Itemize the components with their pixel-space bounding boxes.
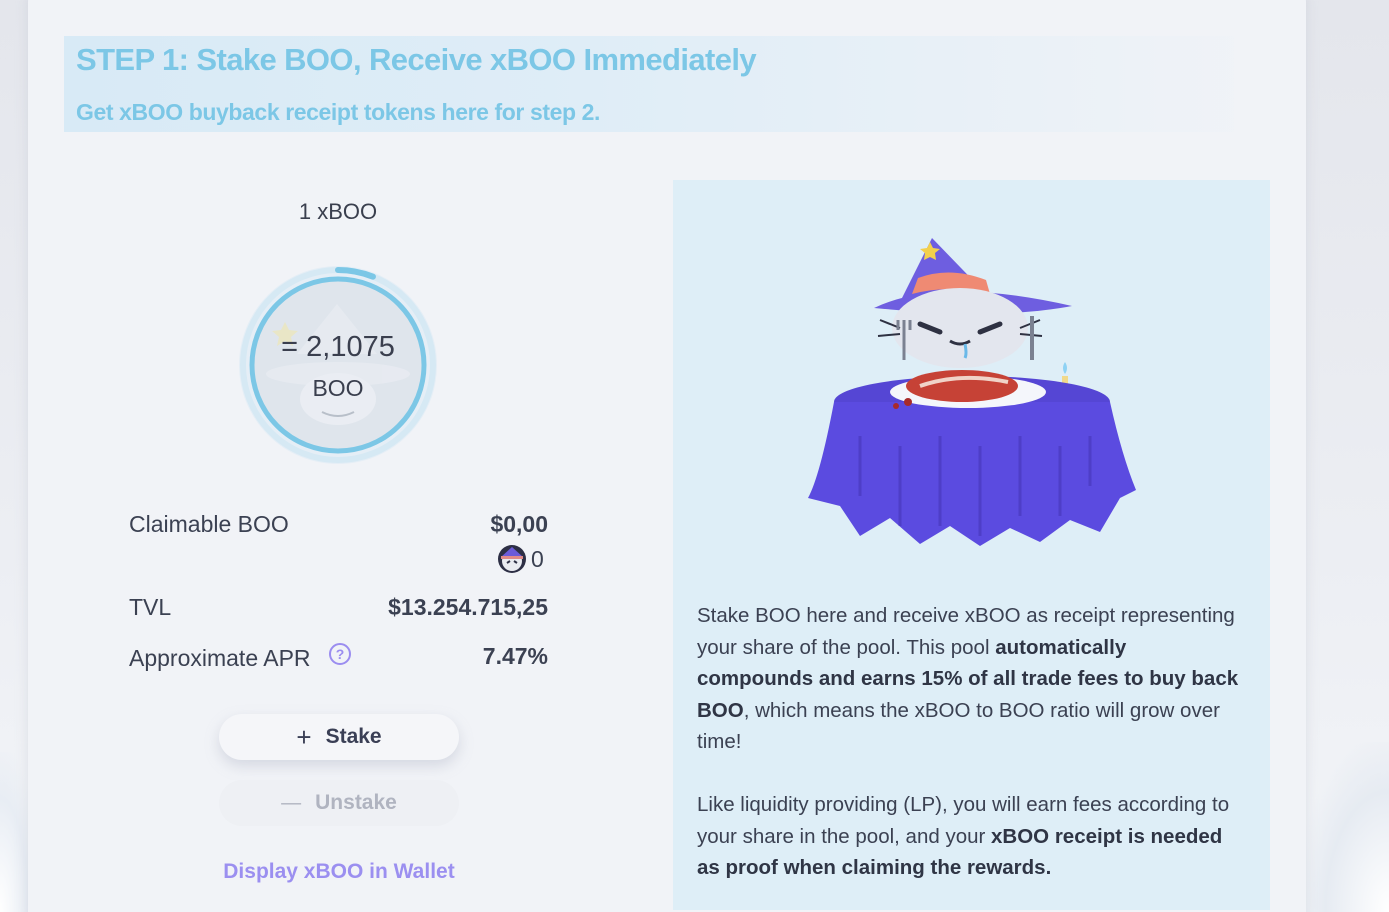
apr-label: Approximate APR: [129, 645, 311, 671]
stake-button-label: Stake: [325, 725, 382, 748]
unstake-button-label: Unstake: [315, 791, 397, 814]
unstake-button[interactable]: — Unstake: [219, 780, 459, 826]
claimable-usd: $0,00: [490, 511, 548, 537]
snow-decoration-right: [1299, 742, 1389, 912]
step-subtitle: Get xBOO buyback receipt tokens here for…: [76, 99, 601, 125]
boo-ghost-icon: [266, 304, 410, 425]
info-paragraph-1: Stake BOO here and receive xBOO as recei…: [697, 604, 1239, 753]
ratio-unit: BOO: [312, 375, 364, 401]
display-xboo-wallet-link[interactable]: Display xBOO in Wallet: [223, 860, 455, 883]
step-title: STEP 1: Stake BOO, Receive xBOO Immediat…: [76, 42, 757, 77]
plus-icon: +: [296, 722, 312, 752]
info-paragraph-2: Like liquidity providing (LP), you will …: [697, 793, 1230, 879]
ratio-ring: [237, 264, 439, 466]
apr-value: 7.47%: [482, 643, 548, 669]
tvl-label: TVL: [129, 594, 172, 620]
boo-token-icon: [498, 545, 526, 573]
minus-icon: —: [281, 792, 302, 814]
stake-button[interactable]: + Stake: [219, 714, 459, 760]
tvl-value: $13.254.715,25: [388, 594, 548, 620]
ratio-label: 1 xBOO: [298, 199, 378, 224]
help-icon[interactable]: ?: [329, 643, 351, 665]
ratio-progress-arc: [240, 267, 436, 463]
claimable-label: Claimable BOO: [129, 511, 289, 537]
ratio-value: = 2,1075: [281, 331, 395, 363]
wizard-ghost-illustration: [808, 238, 1136, 546]
step-banner: [64, 36, 1234, 132]
claimable-amount: 0: [531, 546, 544, 572]
